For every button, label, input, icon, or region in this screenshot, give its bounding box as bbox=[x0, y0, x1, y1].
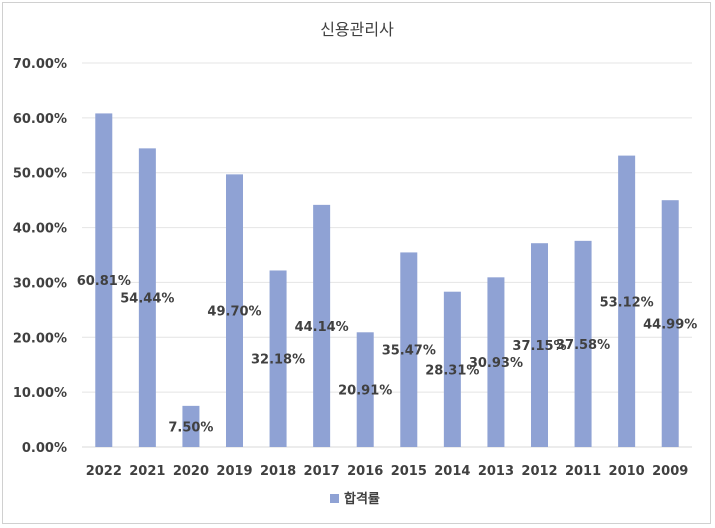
x-tick-label: 2014 bbox=[434, 464, 470, 479]
chart-title: 신용관리사 bbox=[320, 20, 394, 39]
data-label: 53.12% bbox=[600, 295, 654, 310]
data-label: 20.91% bbox=[338, 384, 392, 399]
y-tick-label: 40.00% bbox=[13, 222, 67, 237]
legend-label: 합격률 bbox=[344, 491, 380, 507]
data-label: 35.47% bbox=[382, 344, 436, 359]
x-tick-label: 2020 bbox=[173, 464, 209, 479]
x-tick-label: 2022 bbox=[86, 464, 122, 479]
bars bbox=[95, 113, 679, 448]
data-label: 44.99% bbox=[643, 318, 697, 333]
y-axis-ticks: 0.00% 10.00% 20.00% 30.00% 40.00% 50.00% 60.00… bbox=[13, 57, 67, 456]
x-tick-label: 2017 bbox=[304, 464, 340, 479]
x-tick-label: 2009 bbox=[652, 464, 688, 479]
y-tick-label: 30.00% bbox=[13, 276, 67, 291]
bar bbox=[661, 200, 679, 447]
bar bbox=[443, 291, 461, 447]
x-tick-label: 2016 bbox=[347, 464, 383, 479]
x-axis-ticks: 2022 2021 2020 2019 2018 2017 2016 2015 2014 2013… bbox=[86, 464, 689, 479]
data-label: 37.58% bbox=[556, 338, 610, 353]
bar bbox=[226, 174, 243, 448]
legend-swatch bbox=[330, 494, 339, 503]
bar bbox=[269, 270, 287, 447]
data-label: 54.44% bbox=[120, 292, 174, 307]
y-tick-label: 70.00% bbox=[13, 57, 67, 72]
data-label: 60.81% bbox=[77, 274, 131, 289]
x-tick-label: 2011 bbox=[565, 464, 601, 479]
bar bbox=[574, 240, 592, 447]
data-label: 32.18% bbox=[251, 353, 305, 368]
bar bbox=[95, 113, 113, 448]
y-tick-label: 60.00% bbox=[13, 112, 67, 127]
x-tick-label: 2013 bbox=[478, 464, 514, 479]
data-label: 49.70% bbox=[207, 305, 261, 320]
bar bbox=[182, 405, 200, 447]
data-label: 7.50% bbox=[168, 420, 213, 435]
bar bbox=[618, 155, 636, 447]
x-tick-label: 2018 bbox=[260, 464, 296, 479]
bar bbox=[531, 243, 548, 447]
data-label: 37.15% bbox=[512, 339, 566, 354]
y-tick-label: 50.00% bbox=[13, 167, 67, 182]
x-tick-label: 2012 bbox=[521, 464, 557, 479]
bar bbox=[400, 252, 418, 447]
y-tick-label: 10.00% bbox=[13, 386, 67, 401]
x-tick-label: 2010 bbox=[609, 464, 645, 479]
bar bbox=[356, 332, 374, 447]
y-tick-label: 0.00% bbox=[22, 441, 67, 456]
data-label: 28.31% bbox=[425, 363, 479, 378]
bar bbox=[138, 148, 156, 447]
data-label: 44.14% bbox=[295, 320, 349, 335]
data-labels: 60.81% 54.44% 7.50% 49.70% 32.18% 44.14% 20.91… bbox=[77, 274, 698, 435]
legend: 합격률 bbox=[330, 491, 380, 507]
y-tick-label: 20.00% bbox=[13, 331, 67, 346]
x-tick-label: 2015 bbox=[391, 464, 427, 479]
x-tick-label: 2019 bbox=[216, 464, 252, 479]
bar bbox=[487, 277, 505, 447]
bar bbox=[313, 204, 331, 447]
x-tick-label: 2021 bbox=[129, 464, 165, 479]
data-label: 30.93% bbox=[469, 356, 523, 371]
